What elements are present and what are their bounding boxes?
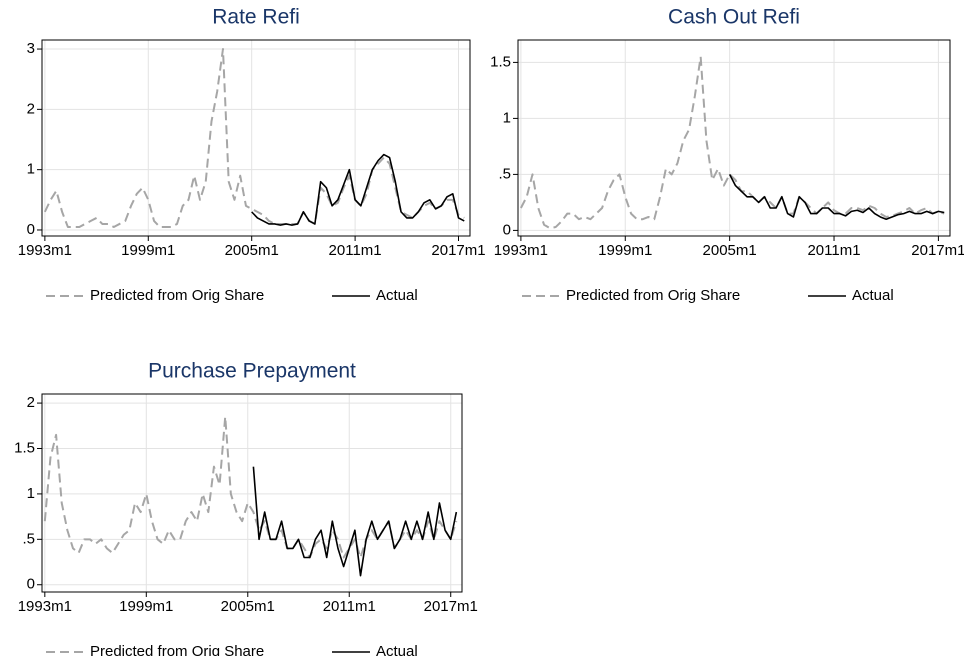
plot-area	[42, 40, 470, 236]
x-tick-label: 2017m1	[424, 598, 478, 615]
plot-frame	[41, 393, 463, 593]
legend-label: Predicted from Orig Share	[566, 287, 740, 304]
x-tick-label: 1999m1	[121, 242, 175, 259]
y-tick-label: 0	[27, 576, 35, 593]
x-tick-label: 1993m1	[18, 242, 72, 259]
x-tick-label: 1999m1	[119, 598, 173, 615]
chart-title: Cash Out Refi	[668, 6, 800, 29]
x-tick-label: 2011m1	[807, 242, 860, 259]
series-line	[252, 466, 458, 577]
legend-label: Predicted from Orig Share	[90, 287, 264, 304]
x-tick-label: 1993m1	[494, 242, 548, 259]
x-tick-label: 2005m1	[221, 598, 275, 615]
y-tick-label: 0	[503, 221, 511, 238]
x-tick-label: 1999m1	[598, 242, 652, 259]
y-tick-label: 2	[27, 100, 35, 117]
legend-label: Actual	[376, 643, 418, 656]
x-tick-label: 2017m1	[911, 242, 964, 259]
series-line	[43, 48, 465, 228]
series-line	[728, 174, 945, 220]
y-tick-label: 1.5	[490, 53, 511, 70]
plot-frame	[41, 39, 471, 237]
y-tick-label: .5	[498, 165, 511, 182]
chart-title: Rate Refi	[212, 6, 300, 29]
series-line	[251, 153, 465, 226]
y-tick-label: 2	[27, 394, 35, 411]
x-tick-label: 1993m1	[18, 598, 72, 615]
x-tick-label: 2005m1	[703, 242, 757, 259]
plot-frame	[517, 39, 951, 237]
legend-label: Actual	[852, 287, 894, 304]
legend-label: Actual	[376, 287, 418, 304]
plot-area	[518, 40, 950, 236]
y-tick-label: 0	[27, 221, 35, 238]
y-tick-label: 3	[27, 40, 35, 57]
x-tick-label: 2005m1	[225, 242, 279, 259]
series-line	[520, 55, 945, 230]
plot-area	[42, 394, 462, 592]
x-tick-label: 2011m1	[329, 242, 382, 259]
y-tick-label: 1.5	[14, 439, 35, 456]
y-tick-label: 1	[27, 161, 35, 178]
chart-title: Purchase Prepayment	[148, 360, 356, 383]
y-tick-label: 1	[503, 109, 511, 126]
y-tick-label: 1	[27, 485, 35, 502]
x-tick-label: 2017m1	[431, 242, 485, 259]
legend-label: Predicted from Orig Share	[90, 643, 264, 656]
x-tick-label: 2011m1	[323, 598, 376, 615]
y-tick-label: .5	[22, 530, 35, 547]
